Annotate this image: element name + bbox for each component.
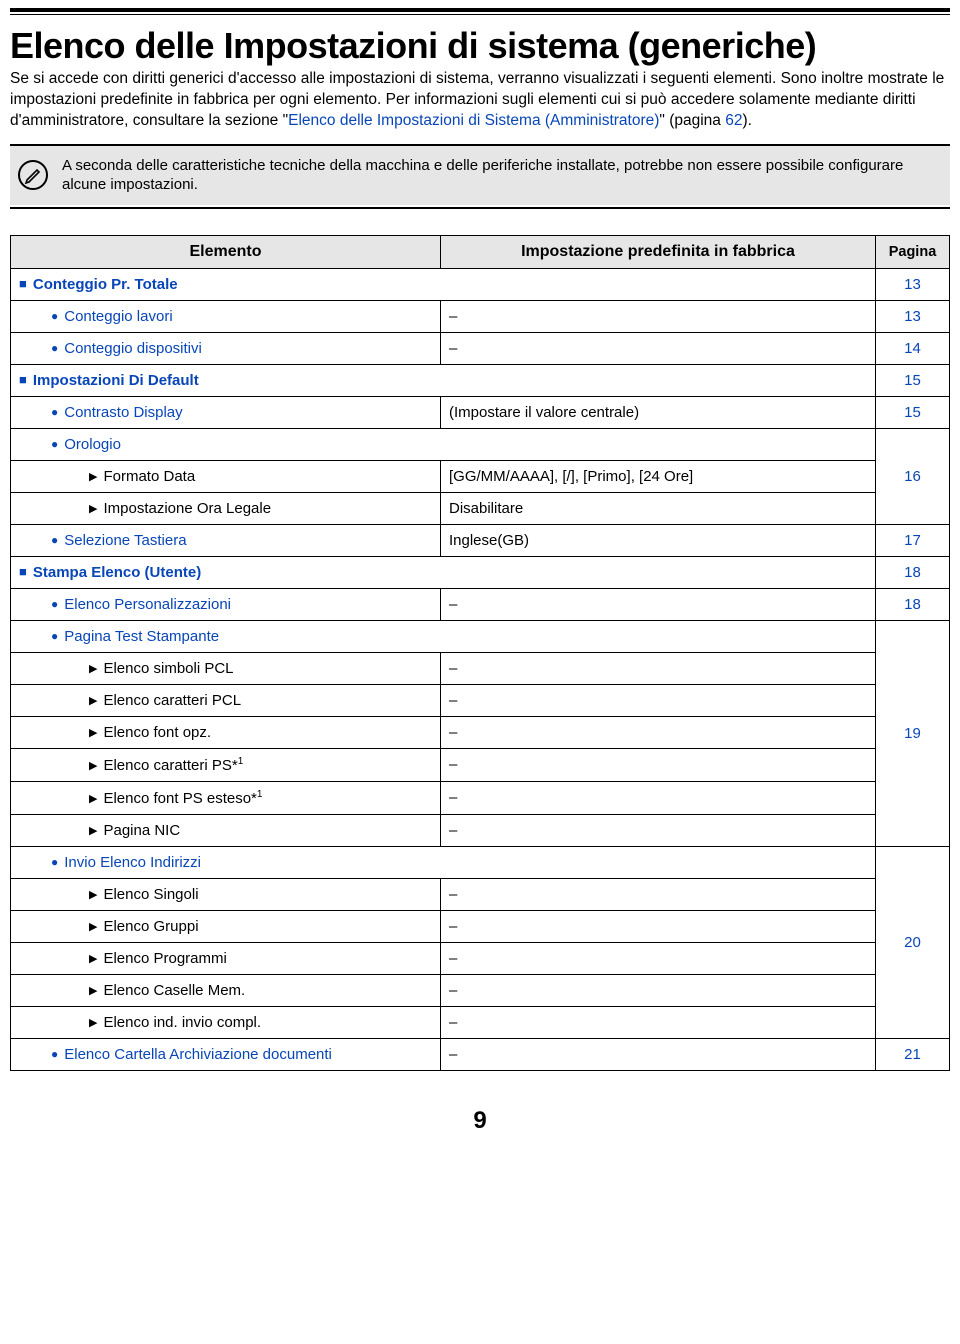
intro-text-2: " (pagina <box>659 112 725 129</box>
default-val: – <box>441 781 876 814</box>
subitem: Elenco Gruppi <box>89 918 199 935</box>
page-link[interactable]: 18 <box>876 556 950 588</box>
table-row: Elenco Personalizzazioni – 18 <box>11 588 950 620</box>
section-link[interactable]: Stampa Elenco (Utente) <box>19 564 201 581</box>
default-val: – <box>441 942 876 974</box>
intro-pageref[interactable]: 62 <box>725 112 742 129</box>
table-row: Pagina Test Stampante 19 <box>11 620 950 652</box>
item-link[interactable]: Orologio <box>51 436 121 453</box>
table-header-row: Elemento Impostazione predefinita in fab… <box>11 235 950 268</box>
default-val: Inglese(GB) <box>441 524 876 556</box>
default-val: – <box>441 1038 876 1070</box>
rule-thin <box>10 14 950 15</box>
item-link[interactable]: Elenco Personalizzazioni <box>51 596 231 613</box>
default-val: (Impostare il valore centrale) <box>441 396 876 428</box>
default-val: – <box>441 332 876 364</box>
page-link[interactable]: 18 <box>876 588 950 620</box>
table-row: Elenco Cartella Archiviazione documenti … <box>11 1038 950 1070</box>
page-link[interactable]: 16 <box>876 428 950 524</box>
section-link[interactable]: Conteggio Pr. Totale <box>19 276 178 293</box>
section-link[interactable]: Impostazioni Di Default <box>19 372 199 389</box>
subitem: Elenco Singoli <box>89 886 199 903</box>
subitem: Pagina NIC <box>89 822 180 839</box>
table-row: Formato Data [GG/MM/AAAA], [/], [Primo],… <box>11 460 950 492</box>
table-row: Elenco font PS esteso*1 – <box>11 781 950 814</box>
intro-paragraph: Se si accede con diritti generici d'acce… <box>10 69 950 132</box>
subitem: Elenco font PS esteso*1 <box>89 790 262 807</box>
subitem: Elenco font opz. <box>89 724 211 741</box>
subitem: Elenco Caselle Mem. <box>89 982 245 999</box>
default-val: – <box>441 588 876 620</box>
rule-thick <box>10 8 950 12</box>
note-icon <box>18 160 48 190</box>
table-row: Elenco Programmi – <box>11 942 950 974</box>
col-default: Impostazione predefinita in fabbrica <box>441 235 876 268</box>
item-link[interactable]: Elenco Cartella Archiviazione documenti <box>51 1046 332 1063</box>
subitem: Elenco Programmi <box>89 950 227 967</box>
item-link[interactable]: Conteggio dispositivi <box>51 340 202 357</box>
table-row: Conteggio dispositivi – 14 <box>11 332 950 364</box>
default-val: – <box>441 878 876 910</box>
settings-table: Elemento Impostazione predefinita in fab… <box>10 235 950 1071</box>
col-pagina: Pagina <box>876 235 950 268</box>
default-val: – <box>441 748 876 781</box>
default-val: – <box>441 300 876 332</box>
table-row: Contrasto Display (Impostare il valore c… <box>11 396 950 428</box>
table-row: Orologio 16 <box>11 428 950 460</box>
page-link[interactable]: 14 <box>876 332 950 364</box>
table-row: Elenco caratteri PS*1 – <box>11 748 950 781</box>
table-row: Elenco Singoli – <box>11 878 950 910</box>
page-link[interactable]: 15 <box>876 364 950 396</box>
table-row: Conteggio Pr. Totale 13 <box>11 268 950 300</box>
subitem: Formato Data <box>89 468 195 485</box>
default-val: – <box>441 652 876 684</box>
subitem: Elenco simboli PCL <box>89 660 234 677</box>
page-link[interactable]: 13 <box>876 300 950 332</box>
page-link[interactable]: 17 <box>876 524 950 556</box>
page-link[interactable]: 19 <box>876 620 950 846</box>
table-row: Selezione Tastiera Inglese(GB) 17 <box>11 524 950 556</box>
item-link[interactable]: Conteggio lavori <box>51 308 173 325</box>
table-row: Elenco caratteri PCL – <box>11 684 950 716</box>
default-val: – <box>441 974 876 1006</box>
table-row: Conteggio lavori – 13 <box>11 300 950 332</box>
default-val: Disabilitare <box>441 492 876 524</box>
default-val: – <box>441 716 876 748</box>
col-elemento: Elemento <box>11 235 441 268</box>
page-number: 9 <box>10 1107 950 1135</box>
item-link[interactable]: Selezione Tastiera <box>51 532 187 549</box>
table-row: Impostazione Ora Legale Disabilitare <box>11 492 950 524</box>
default-val: – <box>441 814 876 846</box>
table-row: Pagina NIC – <box>11 814 950 846</box>
note-box: A seconda delle caratteristiche tecniche… <box>10 146 950 205</box>
table-row: Elenco Gruppi – <box>11 910 950 942</box>
item-link[interactable]: Contrasto Display <box>51 404 183 421</box>
page-link[interactable]: 21 <box>876 1038 950 1070</box>
subitem: Elenco ind. invio compl. <box>89 1014 261 1031</box>
table-row: Stampa Elenco (Utente) 18 <box>11 556 950 588</box>
intro-link[interactable]: Elenco delle Impostazioni di Sistema (Am… <box>288 112 659 129</box>
page-link[interactable]: 20 <box>876 846 950 1038</box>
subitem: Elenco caratteri PCL <box>89 692 241 709</box>
default-val: – <box>441 1006 876 1038</box>
table-row: Elenco Caselle Mem. – <box>11 974 950 1006</box>
note-text: A seconda delle caratteristiche tecniche… <box>62 156 936 195</box>
default-val: [GG/MM/AAAA], [/], [Primo], [24 Ore] <box>441 460 876 492</box>
table-row: Invio Elenco Indirizzi 20 <box>11 846 950 878</box>
subitem: Impostazione Ora Legale <box>89 500 271 517</box>
table-row: Impostazioni Di Default 15 <box>11 364 950 396</box>
intro-text-3: ). <box>742 112 751 129</box>
subitem: Elenco caratteri PS*1 <box>89 757 243 774</box>
item-link[interactable]: Invio Elenco Indirizzi <box>51 854 201 871</box>
page-link[interactable]: 15 <box>876 396 950 428</box>
table-row: Elenco ind. invio compl. – <box>11 1006 950 1038</box>
item-link[interactable]: Pagina Test Stampante <box>51 628 219 645</box>
table-row: Elenco font opz. – <box>11 716 950 748</box>
table-row: Elenco simboli PCL – <box>11 652 950 684</box>
default-val: – <box>441 684 876 716</box>
note-bottom-rule <box>10 207 950 209</box>
page-link[interactable]: 13 <box>876 268 950 300</box>
page-title: Elenco delle Impostazioni di sistema (ge… <box>10 25 950 67</box>
default-val: – <box>441 910 876 942</box>
